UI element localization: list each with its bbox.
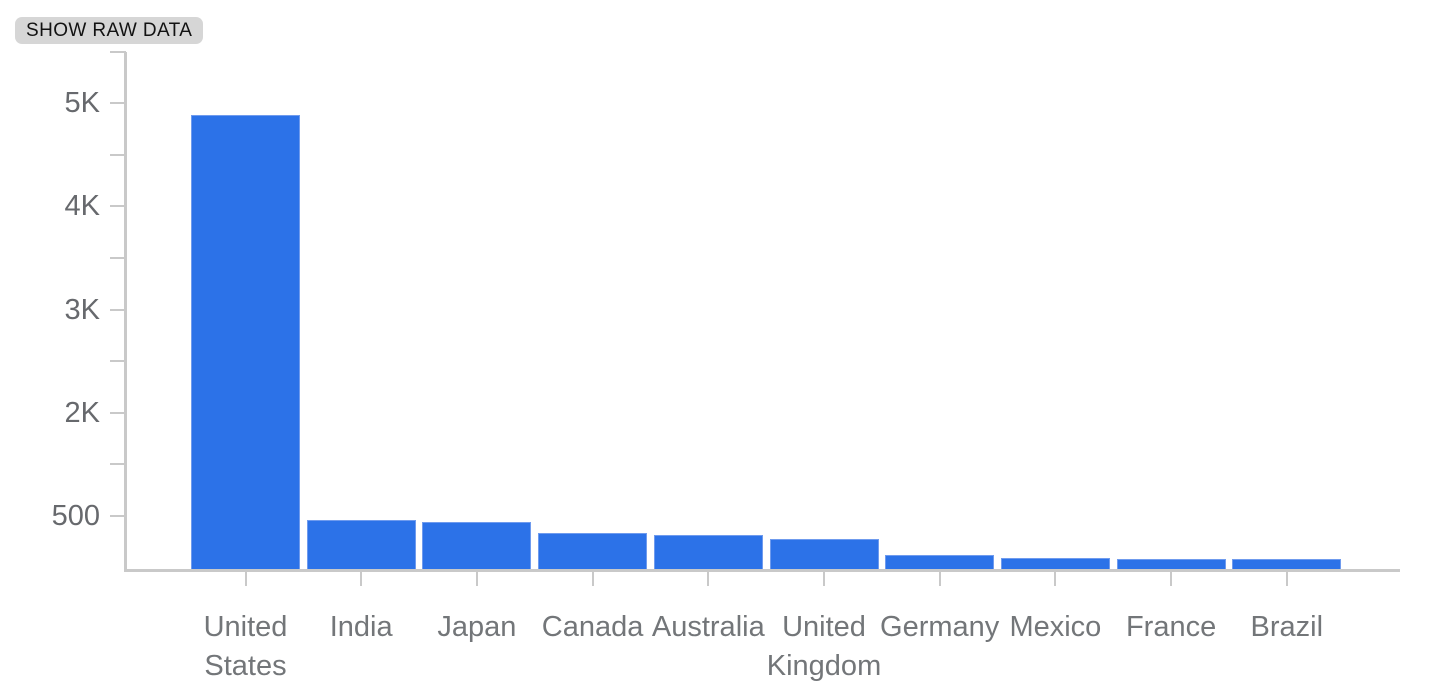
y-axis-major-tick — [110, 102, 126, 104]
x-axis-tick — [475, 571, 478, 586]
x-axis-label-brazil: Brazil — [1250, 611, 1324, 643]
bar-germany[interactable] — [885, 555, 995, 569]
y-axis-tick-label: 4K — [64, 190, 100, 223]
y-axis-tick-label: 3K — [64, 293, 100, 326]
y-axis-major-tick — [110, 205, 126, 208]
x-axis-label-germany: Germany — [880, 611, 1000, 643]
x-axis-label-japan: Japan — [437, 611, 517, 643]
y-axis-minor-tick — [110, 256, 126, 259]
x-axis-tick — [1054, 571, 1057, 586]
bar-japan[interactable] — [422, 522, 532, 569]
y-axis-tick-label: 5K — [64, 87, 100, 119]
show-raw-data-button[interactable]: SHOW RAW DATA — [15, 17, 204, 44]
x-axis-tick — [823, 571, 825, 586]
bar-united-states[interactable] — [191, 115, 300, 569]
bar-brazil[interactable] — [1232, 559, 1342, 569]
bar-france[interactable] — [1116, 558, 1226, 569]
x-axis-tick — [244, 571, 247, 586]
y-axis-major-tick — [110, 411, 126, 414]
x-axis-tick — [938, 571, 941, 586]
y-axis-minor-tick — [110, 463, 126, 466]
y-axis-major-tick — [110, 515, 126, 517]
bar-mexico[interactable] — [1000, 558, 1110, 569]
bar-india[interactable] — [306, 520, 416, 569]
y-axis-minor-tick — [110, 153, 126, 156]
x-axis-label-united-states: United States — [203, 611, 288, 682]
y-axis-tick-label: 2K — [64, 396, 100, 429]
x-axis-tick — [360, 571, 363, 586]
bar-canada[interactable] — [538, 533, 648, 569]
x-axis-label-india: India — [329, 611, 393, 643]
y-axis-line — [124, 51, 127, 572]
x-axis-label-united-kingdom: United Kingdom — [766, 611, 882, 682]
y-axis-minor-tick — [110, 50, 126, 53]
x-axis-label-france: France — [1125, 611, 1217, 643]
x-axis-label-australia: Australia — [651, 611, 765, 643]
y-axis-major-tick — [110, 308, 126, 311]
x-axis-tick — [707, 571, 710, 586]
bar-united-kingdom[interactable] — [769, 539, 879, 569]
bar-australia[interactable] — [653, 535, 763, 569]
x-axis-tick — [1285, 571, 1288, 586]
x-axis-label-mexico: Mexico — [1009, 611, 1102, 643]
x-axis-line — [124, 569, 1400, 572]
x-axis-tick — [1170, 571, 1173, 586]
y-axis-minor-tick — [110, 360, 126, 363]
x-axis-label-canada: Canada — [541, 611, 644, 643]
y-axis-tick-label: 500 — [51, 500, 100, 532]
x-axis-tick — [591, 571, 594, 586]
